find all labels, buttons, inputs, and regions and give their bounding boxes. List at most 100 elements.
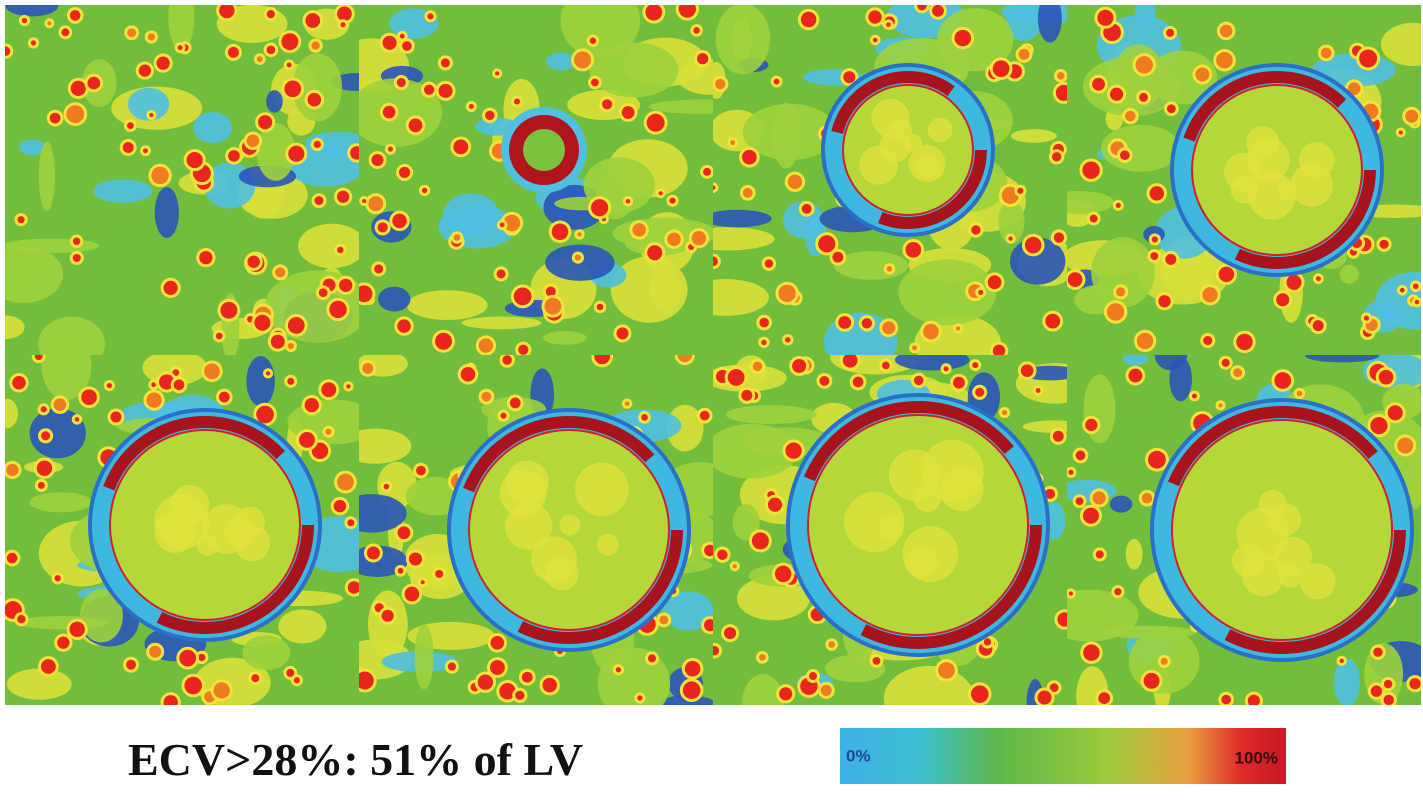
speckle bbox=[198, 653, 206, 662]
speckle bbox=[691, 230, 707, 246]
speckle bbox=[868, 10, 882, 24]
speckle bbox=[955, 326, 961, 331]
speckle bbox=[1149, 186, 1165, 201]
speckle bbox=[577, 232, 582, 237]
speckle bbox=[1286, 274, 1302, 290]
speckle bbox=[362, 198, 367, 203]
speckle bbox=[954, 29, 972, 47]
speckle bbox=[1216, 51, 1233, 69]
speckle bbox=[1139, 92, 1148, 102]
cavity-texture bbox=[915, 155, 940, 179]
cavity-texture bbox=[1241, 553, 1285, 597]
tissue-region bbox=[1333, 658, 1361, 705]
speckle bbox=[149, 645, 162, 658]
speckle bbox=[992, 344, 1006, 355]
speckle bbox=[773, 78, 780, 85]
cavity-texture bbox=[1258, 489, 1287, 518]
tissue-region bbox=[560, 5, 641, 58]
speckle bbox=[1409, 678, 1421, 690]
tissue-region bbox=[1305, 355, 1380, 363]
speckle bbox=[288, 145, 305, 162]
tissue-region bbox=[937, 8, 1014, 72]
speckle bbox=[258, 115, 273, 130]
tissue-region bbox=[1169, 356, 1193, 402]
speckle bbox=[1218, 266, 1235, 283]
speckle bbox=[336, 190, 350, 203]
speckle bbox=[1405, 109, 1419, 123]
speckle bbox=[1359, 49, 1378, 68]
ecv-map-panel bbox=[713, 5, 1067, 355]
speckle bbox=[485, 110, 495, 121]
speckle bbox=[589, 37, 597, 44]
speckle bbox=[408, 552, 423, 566]
speckle bbox=[838, 316, 852, 329]
tissue-region bbox=[1375, 272, 1421, 330]
speckle bbox=[1089, 214, 1098, 223]
speckle bbox=[468, 103, 474, 109]
speckle bbox=[1143, 672, 1160, 689]
speckle bbox=[843, 71, 856, 84]
speckle bbox=[286, 668, 295, 677]
myocardium-ecv bbox=[455, 416, 683, 644]
speckle bbox=[122, 141, 134, 153]
speckle bbox=[1233, 368, 1243, 378]
speckle bbox=[299, 431, 315, 448]
speckle bbox=[574, 254, 582, 261]
speckle bbox=[594, 355, 611, 365]
cavity-texture bbox=[1246, 137, 1290, 182]
tissue-region bbox=[38, 141, 56, 212]
speckle bbox=[882, 321, 896, 335]
speckle bbox=[173, 379, 185, 391]
speckle bbox=[658, 191, 663, 196]
tissue-region bbox=[154, 187, 179, 238]
speckle bbox=[820, 684, 832, 696]
speckle bbox=[228, 150, 240, 162]
ventricle bbox=[523, 129, 565, 171]
speckle bbox=[741, 389, 753, 401]
speckle bbox=[149, 113, 154, 118]
speckle bbox=[1109, 87, 1124, 101]
speckle bbox=[325, 428, 332, 435]
speckle bbox=[404, 586, 420, 602]
tissue-region bbox=[359, 494, 407, 533]
cavity-texture bbox=[903, 133, 923, 153]
tissue-region bbox=[1380, 22, 1421, 67]
speckle bbox=[220, 301, 238, 319]
speckle bbox=[713, 185, 716, 190]
tissue-region bbox=[5, 5, 59, 17]
speckle bbox=[932, 5, 944, 17]
speckle bbox=[832, 251, 844, 263]
tissue-region bbox=[5, 398, 19, 429]
speckle bbox=[1383, 679, 1393, 689]
tissue-region bbox=[898, 259, 997, 326]
speckle bbox=[616, 327, 629, 340]
tissue-region bbox=[406, 290, 488, 321]
speckle bbox=[34, 355, 43, 361]
tissue-region bbox=[543, 330, 587, 345]
speckle bbox=[246, 134, 260, 148]
speckle bbox=[489, 660, 505, 675]
tissue-region bbox=[732, 503, 760, 541]
speckle bbox=[713, 256, 718, 267]
speckle bbox=[1166, 28, 1175, 37]
speckle bbox=[632, 223, 646, 237]
speckle bbox=[917, 5, 927, 11]
speckle bbox=[12, 376, 26, 390]
speckle bbox=[938, 662, 955, 679]
tissue-region bbox=[1067, 589, 1139, 642]
speckle bbox=[321, 382, 337, 398]
speckle bbox=[275, 267, 286, 278]
speckle bbox=[943, 366, 949, 372]
speckle bbox=[1135, 56, 1153, 74]
speckle bbox=[1082, 161, 1100, 179]
speckle bbox=[313, 140, 321, 149]
speckle bbox=[774, 565, 792, 583]
tissue-region bbox=[1010, 129, 1057, 143]
speckle bbox=[1363, 315, 1370, 321]
tissue-region bbox=[649, 267, 682, 312]
speckle bbox=[509, 397, 521, 409]
speckle bbox=[219, 5, 235, 19]
speckle bbox=[704, 619, 713, 632]
speckle bbox=[87, 76, 101, 90]
